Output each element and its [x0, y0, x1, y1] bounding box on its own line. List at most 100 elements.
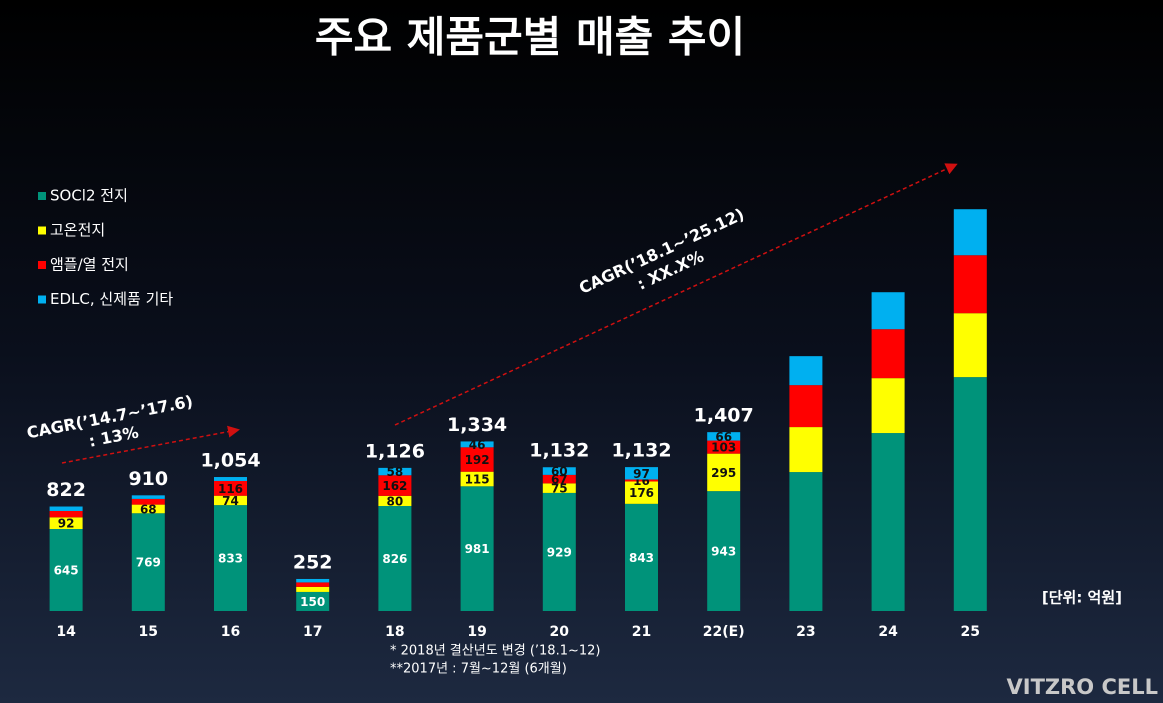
data-label: 162: [382, 479, 407, 493]
x-tick-label: 18: [385, 624, 404, 640]
bar-segment: [789, 385, 823, 428]
data-label: 769: [136, 556, 161, 570]
unit-label: [단위: 억원]: [1042, 589, 1122, 607]
bar-segment: [460, 441, 494, 448]
bar-segment: [625, 503, 658, 611]
data-label: 97: [633, 467, 650, 481]
total-label: 1,132: [611, 440, 671, 462]
bar-segment: [296, 578, 330, 583]
bar-segment: [460, 471, 494, 487]
trend-arrow: [61, 425, 240, 464]
bar-segment: [214, 480, 247, 496]
data-label: 75: [551, 482, 568, 496]
data-label: 943: [711, 545, 736, 559]
logo: VITZRO CELL: [1007, 675, 1158, 699]
bar-segment: [953, 209, 987, 256]
footnote: * 2018년 결산년도 변경 (’18.1~12): [390, 644, 601, 659]
data-label: 929: [547, 545, 572, 559]
bar-segment: [707, 491, 741, 611]
footnote: **2017년 : 7월~12월 (6개월): [390, 662, 567, 677]
chart-title: 주요 제품군별 매출 추이: [315, 13, 745, 62]
bar-segment: [378, 506, 412, 611]
data-label: 150: [300, 595, 325, 609]
total-label: 1,334: [447, 414, 507, 436]
total-label: 1,132: [529, 440, 589, 462]
data-label: 116: [218, 482, 243, 496]
bar-segment: [49, 510, 83, 518]
data-label: 58: [387, 465, 404, 479]
bar-segment: [296, 586, 330, 592]
bar-segment: [378, 495, 412, 507]
data-label: 103: [711, 441, 736, 455]
data-label: 176: [629, 486, 654, 500]
x-tick-label: 22(E): [703, 624, 745, 640]
data-label: 843: [629, 551, 654, 565]
legend-swatch: [38, 226, 46, 235]
bar-segment: [789, 427, 823, 473]
data-label: 67: [551, 473, 568, 487]
legend-label: 앰플/열 전지: [50, 256, 129, 274]
data-label: 826: [382, 552, 407, 566]
x-tick-label: 21: [632, 624, 651, 640]
data-label: 80: [387, 494, 404, 508]
data-label: 295: [711, 466, 736, 480]
total-label: 822: [46, 479, 86, 501]
bar-segment: [871, 292, 905, 330]
x-tick-label: 17: [303, 624, 322, 640]
legend-label: 고온전지: [50, 221, 105, 239]
data-label: 645: [54, 564, 79, 578]
data-label: 68: [140, 502, 157, 516]
bar-segment: [871, 378, 905, 434]
bar-segment: [214, 505, 247, 611]
bar-segment: [378, 467, 412, 476]
bar-segment: [953, 377, 987, 611]
x-tick-label: 23: [796, 624, 815, 640]
bar-segment: [542, 492, 576, 611]
bar-segment: [296, 591, 330, 611]
bar-segment: [542, 474, 576, 484]
bar-segment: [460, 447, 494, 472]
bar-segment: [625, 467, 658, 480]
bar-segment: [871, 433, 905, 611]
bar-segment: [131, 504, 165, 514]
bar-segment: [460, 486, 494, 611]
total-label: 1,054: [200, 450, 260, 472]
bar-segment: [707, 453, 741, 492]
trend-arrow: [394, 163, 958, 426]
legend-label: EDLC, 신제품 기타: [50, 290, 173, 308]
data-label: 115: [465, 473, 490, 487]
bar-segment: [296, 582, 330, 587]
x-tick-label: 14: [56, 624, 76, 640]
bar-segment: [707, 432, 741, 441]
x-tick-label: 20: [550, 624, 570, 640]
total-label: 252: [293, 551, 333, 573]
x-tick-label: 24: [878, 624, 898, 640]
bar-segment: [542, 483, 576, 493]
bar-segment: [789, 472, 823, 611]
bar-segment: [214, 495, 247, 506]
bar-segment: [625, 481, 658, 504]
bar-segment: [49, 529, 83, 611]
total-label: 1,126: [365, 440, 425, 462]
bar-segment: [953, 313, 987, 378]
data-label: 92: [58, 517, 75, 531]
bar-segment: [49, 506, 83, 511]
data-label: 74: [222, 494, 239, 508]
data-label: 192: [465, 453, 490, 467]
x-tick-label: 19: [467, 624, 486, 640]
total-label: 1,407: [694, 405, 754, 427]
data-label: 46: [469, 438, 486, 452]
bar-segment: [131, 513, 165, 611]
legend-swatch: [38, 261, 46, 269]
bar-segment: [789, 356, 823, 386]
bar-segment: [131, 495, 165, 499]
bar-segment: [131, 498, 165, 505]
bar-segment: [707, 440, 741, 454]
bar-segment: [214, 477, 247, 481]
x-tick-label: 25: [961, 624, 980, 640]
bar-segment: [49, 517, 83, 530]
x-tick-label: 15: [139, 624, 158, 640]
legend-label: SOCl2 전지: [50, 187, 128, 205]
